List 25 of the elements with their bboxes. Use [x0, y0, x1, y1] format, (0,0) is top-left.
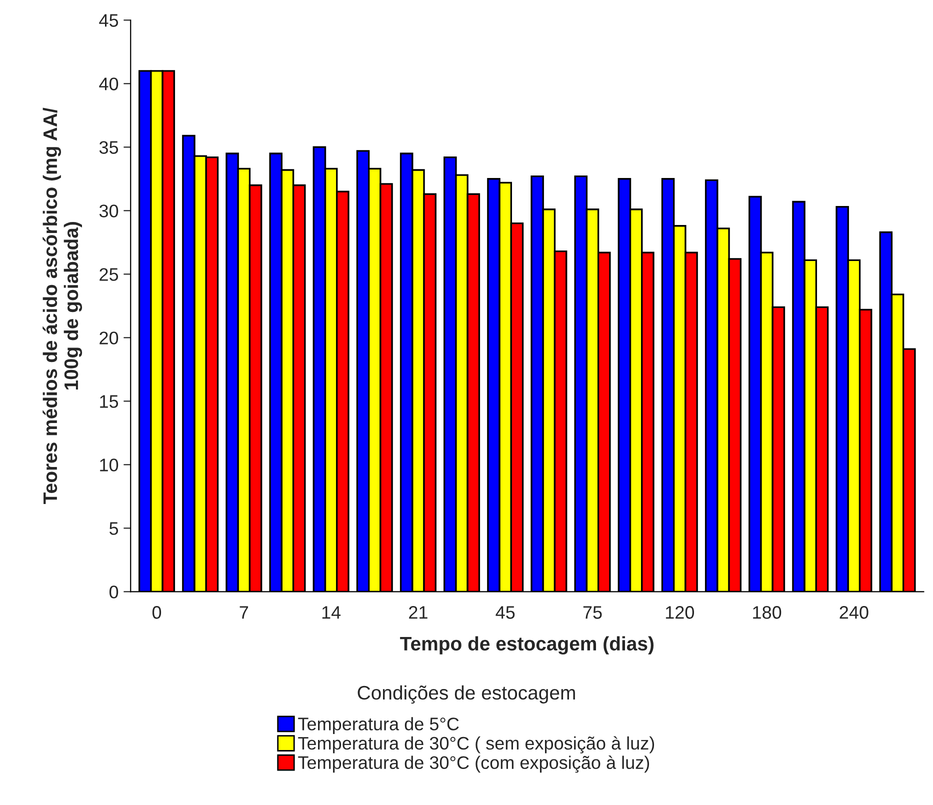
legend-label: Temperatura de 5°C	[298, 717, 459, 734]
x-tick-label: 0	[152, 606, 162, 619]
y-tick-label: 5	[109, 522, 118, 535]
y-tick-label: 25	[100, 268, 118, 281]
y-tick-label: 0	[109, 586, 118, 598]
x-tick-label: 21	[409, 606, 428, 619]
y-axis-title: Teores médios de ácido ascórbico (mg AA/ 100g de goiabada)	[42, 108, 82, 504]
x-tick-label: 240	[840, 606, 868, 619]
y-tick-label: 15	[100, 395, 118, 408]
y-tick-label: 40	[99, 78, 118, 90]
y-tick-label: 30	[99, 204, 118, 218]
y-tick-label: 20	[100, 332, 118, 344]
y-tick-label: 45	[99, 14, 118, 27]
x-tick-label: 180	[753, 606, 782, 619]
x-tick-label: 7	[240, 606, 248, 619]
x-tick-label: 45	[496, 606, 515, 619]
y-tick-label: 35	[99, 141, 118, 154]
x-tick-label: 14	[322, 606, 341, 619]
legend-label: Temperatura de 30°C (com exposição à luz)	[298, 756, 650, 773]
x-axis-title: Tempo de estocagem (dias)	[400, 636, 654, 654]
x-tick-label: 120	[666, 606, 694, 619]
x-tick-label: 75	[583, 606, 602, 619]
legend-label: Temperatura de 30°C ( sem exposição à luz)	[298, 736, 654, 754]
legend-title: Condições de estocagem	[358, 685, 575, 704]
y-tick-label: 10	[100, 458, 118, 472]
